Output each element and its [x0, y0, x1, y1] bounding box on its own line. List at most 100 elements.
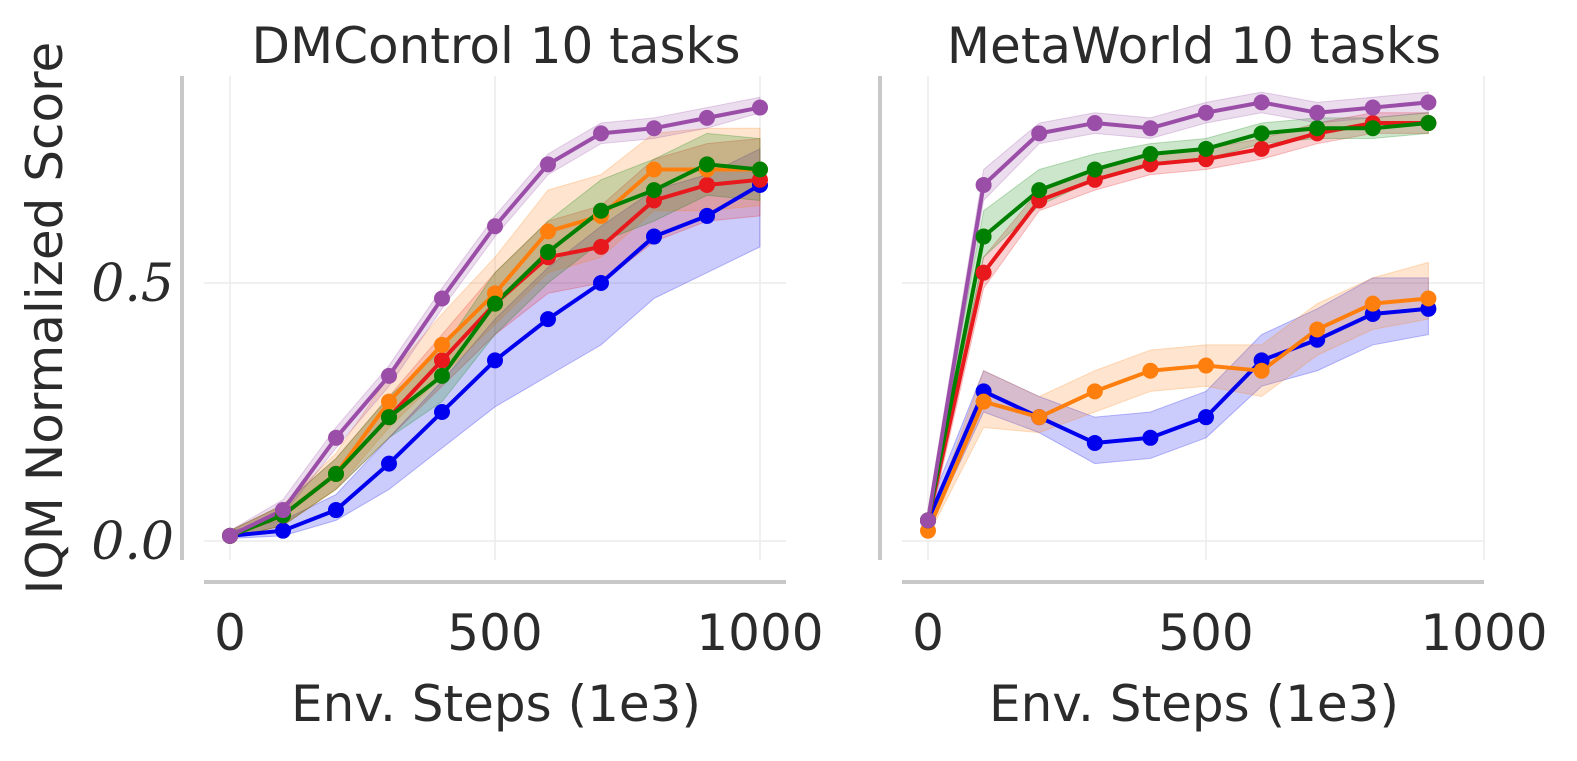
point-blue [646, 228, 662, 245]
x-tick-labels: 0 500 1000 [214, 604, 824, 662]
point-purple [1364, 99, 1381, 116]
point-blue [1198, 409, 1214, 426]
x-tick-label: 0 [912, 604, 944, 662]
point-purple [975, 176, 992, 193]
point-orange [1142, 362, 1159, 379]
point-orange [1031, 409, 1048, 426]
x-axis-label: Env. Steps (1e3) [989, 675, 1399, 733]
line-purple [926, 100, 1429, 521]
point-red [975, 264, 992, 281]
point-green [752, 161, 768, 178]
x-tick-label: 0 [214, 604, 246, 662]
band-blue [229, 148, 761, 539]
x-tick-labels: 0 500 1000 [912, 604, 1548, 662]
y-tick-label: 0.5 [91, 254, 174, 314]
series-lines [926, 100, 1429, 532]
y-axis-label: IQM Normalized Score [16, 42, 74, 595]
point-red [593, 238, 609, 255]
point-green [540, 244, 556, 261]
point-green [1198, 140, 1214, 157]
point-purple [1198, 104, 1214, 121]
point-blue [593, 275, 609, 291]
point-blue [275, 522, 291, 539]
panel-title: MetaWorld 10 tasks [947, 17, 1441, 75]
point-orange [1364, 295, 1381, 312]
point-green [1086, 161, 1103, 178]
point-orange [434, 336, 450, 353]
point-purple [920, 512, 936, 529]
point-purple [434, 290, 450, 307]
point-green [1142, 146, 1159, 162]
series-points [222, 99, 768, 544]
point-purple [540, 156, 556, 173]
point-green [593, 202, 609, 219]
point-green [1031, 182, 1048, 199]
point-orange [1086, 383, 1103, 400]
point-green [975, 228, 992, 245]
point-purple [1086, 115, 1103, 132]
line-orange [926, 296, 1429, 532]
point-orange [975, 393, 992, 410]
point-green [1253, 125, 1270, 142]
point-purple [752, 99, 768, 116]
x-tick-label: 500 [447, 604, 542, 662]
point-red [434, 352, 450, 369]
y-tick-label: 0.0 [91, 512, 174, 572]
point-purple [1142, 120, 1159, 137]
point-purple [1031, 125, 1048, 142]
point-purple [381, 367, 397, 384]
panel-title: DMControl 10 tasks [251, 17, 740, 75]
panel-dmcontrol: DMControl 10 tasks 0 500 1000 0.0 0.5 Env. … [91, 17, 823, 733]
point-blue [434, 404, 450, 420]
y-tick-labels: 0.0 0.5 [91, 254, 174, 572]
series-points [920, 94, 1437, 539]
point-orange [646, 161, 662, 178]
point-blue [328, 502, 344, 519]
point-blue [381, 455, 397, 472]
point-purple [646, 120, 662, 137]
x-tick-label: 1000 [1420, 604, 1547, 662]
point-orange [1253, 362, 1270, 379]
point-orange [1198, 357, 1214, 374]
point-purple [1253, 94, 1270, 111]
point-red [1253, 140, 1270, 157]
point-blue [1086, 434, 1103, 451]
point-orange [540, 223, 556, 240]
point-blue [699, 207, 715, 224]
point-purple [222, 527, 238, 544]
point-orange [381, 393, 397, 410]
band-green [927, 112, 1429, 531]
point-blue [540, 311, 556, 328]
point-green [1364, 120, 1381, 137]
point-purple [1420, 94, 1437, 111]
point-orange [1420, 290, 1437, 307]
point-green [646, 182, 662, 199]
point-green [1309, 120, 1326, 137]
point-orange [1309, 321, 1326, 338]
point-green [381, 409, 397, 426]
point-green [487, 295, 503, 312]
point-purple [487, 218, 503, 235]
point-purple [328, 429, 344, 446]
axes [878, 76, 1484, 584]
point-purple [1309, 104, 1326, 121]
point-blue [1142, 429, 1159, 446]
axes [180, 76, 786, 584]
point-red [699, 176, 715, 193]
point-purple [699, 109, 715, 126]
point-green [434, 367, 450, 384]
point-green [699, 156, 715, 173]
band-purple [927, 91, 1429, 531]
x-tick-label: 1000 [696, 604, 823, 662]
x-axis-label: Env. Steps (1e3) [291, 675, 701, 733]
point-blue [487, 352, 503, 369]
point-purple [275, 502, 291, 519]
grid [204, 76, 786, 560]
x-tick-label: 500 [1158, 604, 1253, 662]
point-green [1420, 115, 1437, 132]
line-green [926, 121, 1429, 521]
line-blue [926, 306, 1429, 522]
point-green [328, 465, 344, 482]
